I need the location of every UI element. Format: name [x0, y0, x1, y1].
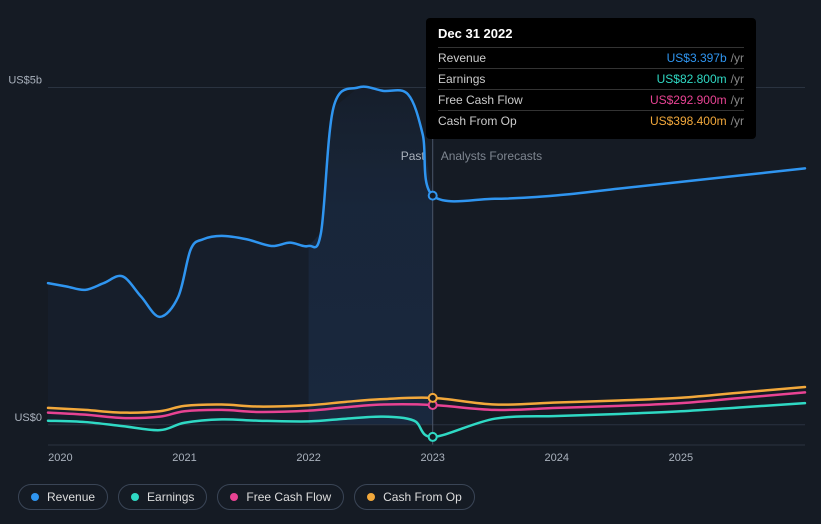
x-axis-label: 2021 — [172, 452, 196, 464]
x-axis-label: 2025 — [669, 452, 693, 464]
tooltip-row-unit: /yr — [731, 93, 744, 107]
x-axis-label: 2023 — [420, 452, 444, 464]
past-area-fill — [48, 87, 433, 424]
tooltip-row-label: Revenue — [438, 51, 667, 65]
series-marker-revenue — [429, 192, 437, 200]
tooltip-row-label: Earnings — [438, 72, 657, 86]
legend-item-revenue[interactable]: Revenue — [18, 484, 108, 510]
y-axis-label: US$0 — [14, 412, 42, 424]
tooltip-row-label: Free Cash Flow — [438, 93, 650, 107]
tooltip-row-unit: /yr — [731, 72, 744, 86]
tooltip-row-value: US$3.397b — [667, 51, 727, 65]
tooltip-row-unit: /yr — [731, 114, 744, 128]
series-marker-cfo — [429, 394, 437, 402]
tooltip-row: EarningsUS$82.800m/yr — [438, 68, 744, 89]
y-axis-label: US$5b — [8, 74, 42, 86]
tooltip-row-value: US$82.800m — [657, 72, 727, 86]
x-axis-label: 2020 — [48, 452, 72, 464]
chart-tooltip: Dec 31 2022 RevenueUS$3.397b/yrEarningsU… — [426, 18, 756, 139]
financials-chart: US$0 US$5b 2020 2021 2022 2023 2024 2025 Past Ana… — [0, 0, 821, 524]
legend-item-free-cash-flow[interactable]: Free Cash Flow — [217, 484, 344, 510]
tooltip-row: Free Cash FlowUS$292.900m/yr — [438, 89, 744, 110]
tooltip-date: Dec 31 2022 — [438, 26, 744, 41]
tooltip-row: Cash From OpUS$398.400m/yr — [438, 110, 744, 131]
legend-label: Free Cash Flow — [246, 490, 331, 504]
series-marker-earnings — [429, 433, 437, 441]
tooltip-row: RevenueUS$3.397b/yr — [438, 47, 744, 68]
legend-dot — [367, 493, 375, 501]
x-axis-label: 2024 — [545, 452, 569, 464]
legend-label: Cash From Op — [383, 490, 462, 504]
tooltip-row-unit: /yr — [731, 51, 744, 65]
legend-label: Revenue — [47, 490, 95, 504]
legend-dot — [230, 493, 238, 501]
legend-label: Earnings — [147, 490, 194, 504]
legend-dot — [131, 493, 139, 501]
forecast-label: Analysts Forecasts — [441, 149, 542, 163]
legend-item-cash-from-op[interactable]: Cash From Op — [354, 484, 475, 510]
x-axis-label: 2022 — [296, 452, 320, 464]
past-label: Past — [401, 149, 426, 163]
legend-dot — [31, 493, 39, 501]
tooltip-row-value: US$292.900m — [650, 93, 727, 107]
chart-legend: Revenue Earnings Free Cash Flow Cash From O… — [18, 484, 475, 510]
tooltip-row-value: US$398.400m — [650, 114, 727, 128]
tooltip-row-label: Cash From Op — [438, 114, 650, 128]
legend-item-earnings[interactable]: Earnings — [118, 484, 207, 510]
